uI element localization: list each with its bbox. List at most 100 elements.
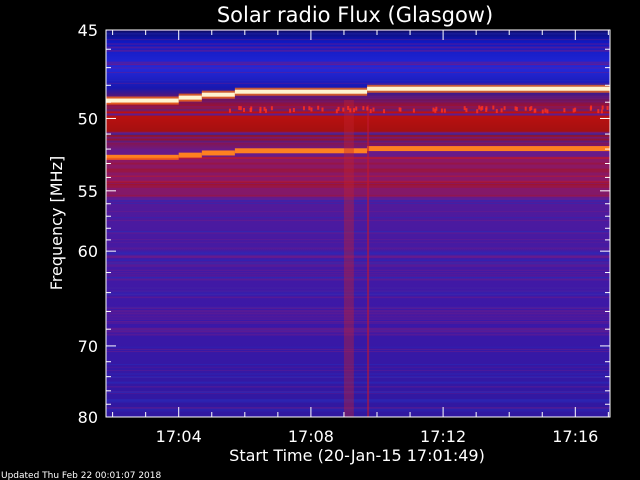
interference-speck [383,109,386,114]
texture-band [106,329,610,332]
interference-speck [308,106,311,111]
texture-band [106,210,610,212]
interference-speck [317,105,320,110]
interference-speck [263,106,266,111]
texture-band [106,287,610,289]
spectrogram-bands [106,30,610,412]
burst-line [367,105,370,417]
interference-speck [355,106,358,111]
interference-speck [362,106,365,111]
texture-band [106,219,610,221]
interference-speck [606,106,609,111]
texture-band [106,256,610,258]
update-timestamp: Updated Thu Feb 22 00:01:07 2018 [1,471,162,480]
x-tick-label: 17:16 [552,427,598,446]
texture-band [106,333,610,336]
texture-band [106,72,610,74]
texture-band [106,290,610,292]
texture-band [106,306,610,308]
texture-band [106,252,610,255]
texture-band [106,330,610,332]
texture-band [106,407,610,409]
texture-band [106,307,610,309]
texture-band [106,296,610,298]
interference-speck [476,109,479,114]
texture-band [106,181,610,183]
y-tick-label: 60 [78,242,98,261]
texture-band [106,82,610,84]
texture-band [106,198,610,201]
texture-band [106,169,610,171]
texture-band [106,262,610,265]
texture-band [106,109,610,112]
texture-band [106,381,610,384]
interference-speck [492,105,495,110]
texture-band [106,95,610,98]
texture-band [106,276,610,279]
texture-band [106,409,610,412]
texture-band [106,364,610,366]
interference-speck [238,106,241,111]
interference-speck [321,107,324,112]
line-core [178,152,202,158]
interference-speck [514,106,517,111]
interference-speck [529,106,532,111]
interference-speck [465,108,468,113]
interference-speck [495,109,498,114]
texture-band [106,49,610,52]
interference-speck [435,106,438,111]
texture-band [106,348,610,350]
interference-speck [600,109,603,114]
y-tick-label: 45 [78,21,98,40]
interference-speck [574,107,577,112]
x-tick-label: 17:12 [420,427,466,446]
interference-speck [337,106,340,111]
interference-speck [524,106,527,111]
texture-band [106,278,610,281]
texture-band [106,314,610,316]
interference-speck [342,107,345,112]
texture-band [106,238,610,240]
texture-band [106,217,610,219]
texture-band [106,351,610,353]
interference-speck [369,109,372,114]
texture-band [106,32,610,35]
interference-speck [530,106,533,111]
texture-band [106,264,610,267]
line-core [234,148,368,154]
interference-speck [310,107,313,112]
texture-band [106,136,610,139]
interference-speck [503,106,506,111]
texture-band [106,376,610,379]
texture-band [106,61,610,64]
interference-speck [546,109,549,114]
interference-speck [478,105,481,110]
texture-band [106,264,610,266]
interference-speck [463,106,466,111]
interference-speck [412,108,415,113]
texture-band [106,408,610,410]
y-tick-label: 70 [78,337,98,356]
interference-speck [399,107,402,112]
interference-speck [228,108,231,113]
interference-speck [239,106,242,111]
texture-band [106,113,610,116]
texture-band [106,98,610,100]
texture-band [106,170,610,173]
interference-speck [292,108,295,113]
texture-band [106,308,610,310]
texture-band [106,373,610,376]
interference-speck [443,108,446,113]
texture-band [106,274,610,276]
texture-band [106,101,610,103]
interference-speck [533,108,536,113]
interference-speck [372,107,375,112]
texture-band [106,310,610,313]
texture-band [106,194,610,196]
texture-band [106,131,610,134]
texture-band [106,168,610,170]
texture-band [106,108,610,111]
interference-speck [335,109,338,114]
y-tick-label: 50 [78,109,98,128]
interference-speck [541,109,544,114]
